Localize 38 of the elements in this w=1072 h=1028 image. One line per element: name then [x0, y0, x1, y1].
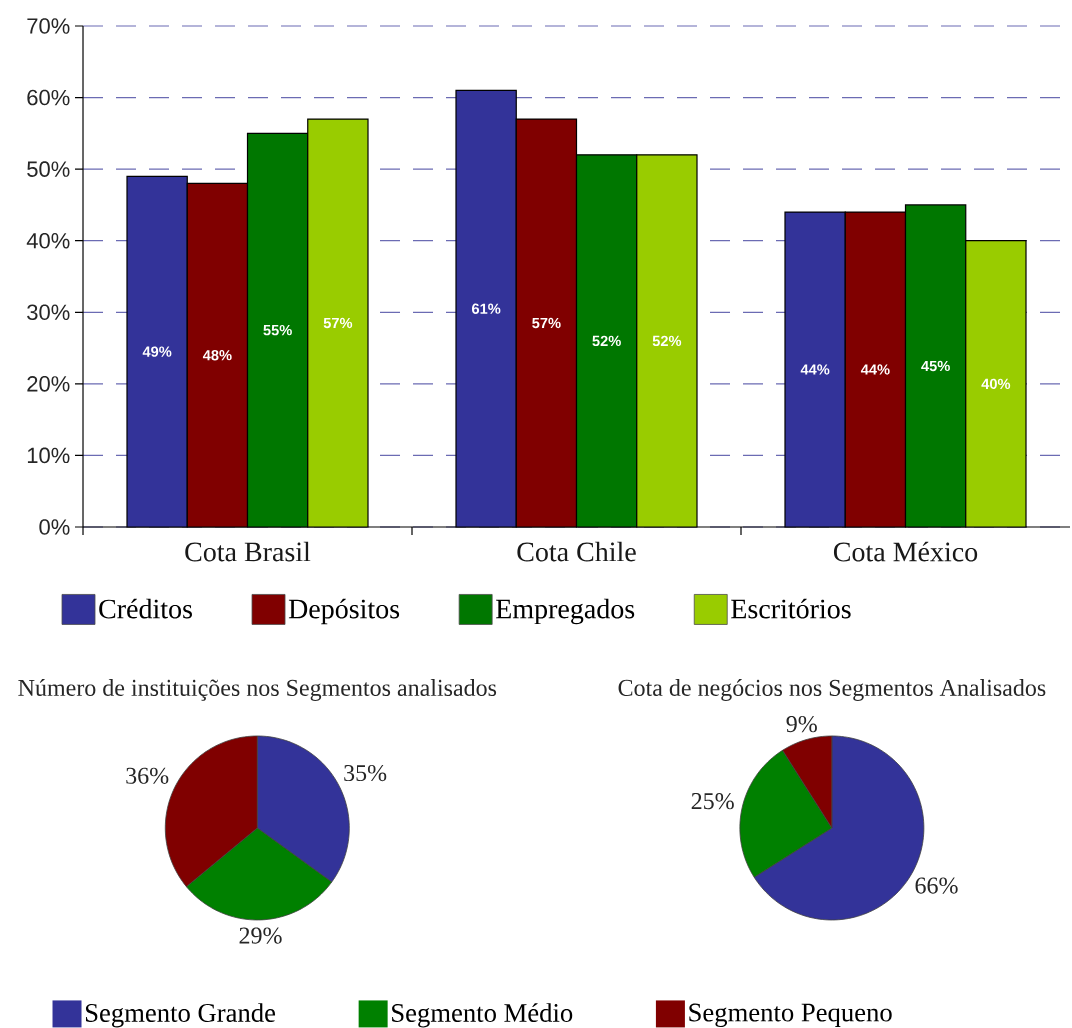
data-label: 66% [915, 877, 958, 894]
data-label: 35% [344, 764, 387, 782]
y-tick-label: 20% [27, 376, 70, 392]
y-tick-label: 30% [27, 304, 70, 321]
y-tick-label: 60% [27, 89, 70, 106]
data-label: 61% [472, 303, 501, 314]
data-label: 45% [921, 360, 950, 372]
legend-label: Escritórios [731, 598, 851, 619]
data-label: 40% [981, 378, 1011, 390]
data-label: 57% [532, 317, 561, 329]
legend-label: Empregados [496, 598, 635, 625]
legend-label: Depósitos [288, 598, 400, 625]
legend-label: Segmento Pequeno [689, 1003, 892, 1027]
y-tick-label: 70% [27, 18, 70, 34]
y-tick-label: 40% [26, 232, 70, 249]
legend-label: Segmento Grande [85, 1003, 276, 1028]
slice-label: Cota de negócios nos Segmentos Analisados [618, 679, 1046, 701]
data-label: 55% [263, 325, 292, 336]
x-tick-label: Cota México [833, 541, 978, 562]
data-label: 52% [652, 335, 682, 347]
x-tick-label: Cota Brasil [185, 541, 311, 562]
data-label: 9% [786, 716, 817, 733]
legend-label: Segmento Médio [392, 1003, 573, 1028]
data-label: 52% [592, 335, 621, 347]
data-label: 44% [800, 364, 830, 375]
data-label: 49% [142, 346, 172, 357]
data-label: 29% [239, 927, 282, 944]
data-label: 57% [323, 317, 353, 329]
data-label: 48% [202, 350, 232, 361]
y-tick-label: 10% [27, 447, 70, 464]
data-label: 36% [126, 767, 169, 784]
slice-label: Número de instituições nos Segmentos analisados [18, 679, 497, 701]
legend-label: Créditos [99, 598, 192, 619]
y-tick-label: 50% [27, 161, 70, 177]
data-label: 25% [691, 793, 734, 810]
y-tick-label: 0% [39, 519, 70, 535]
x-tick-label: Cota Chile [517, 541, 636, 562]
data-label: 44% [860, 364, 890, 375]
